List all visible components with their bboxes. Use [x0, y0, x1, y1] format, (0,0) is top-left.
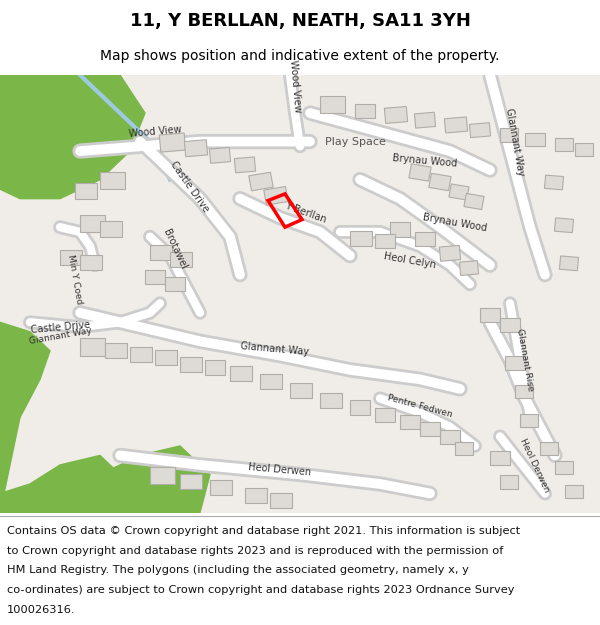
Bar: [264, 186, 288, 205]
Bar: [100, 221, 122, 237]
Bar: [270, 492, 292, 508]
Bar: [80, 255, 102, 270]
Polygon shape: [50, 446, 210, 512]
Bar: [415, 112, 436, 128]
Bar: [525, 133, 545, 146]
Text: Brotawel: Brotawel: [161, 228, 188, 271]
Text: Play Space: Play Space: [325, 137, 385, 147]
Text: Map shows position and indicative extent of the property.: Map shows position and indicative extent…: [100, 49, 500, 63]
Bar: [464, 194, 484, 209]
Bar: [544, 175, 563, 190]
Bar: [409, 164, 431, 181]
Bar: [350, 400, 370, 414]
Bar: [445, 117, 467, 133]
Bar: [320, 392, 342, 408]
Bar: [170, 252, 192, 267]
Text: to Crown copyright and database rights 2023 and is reproduced with the permissio: to Crown copyright and database rights 2…: [7, 546, 503, 556]
Bar: [555, 138, 573, 151]
Bar: [150, 467, 175, 484]
Bar: [230, 366, 252, 381]
Bar: [375, 234, 395, 248]
Bar: [245, 488, 267, 503]
Bar: [460, 261, 479, 276]
Bar: [575, 142, 593, 156]
Bar: [429, 173, 451, 191]
Bar: [554, 218, 574, 232]
Bar: [180, 474, 202, 489]
Text: Contains OS data © Crown copyright and database right 2021. This information is : Contains OS data © Crown copyright and d…: [7, 526, 520, 536]
Polygon shape: [0, 322, 50, 512]
Text: Heol Derwen: Heol Derwen: [248, 462, 312, 478]
Bar: [105, 343, 127, 358]
Bar: [184, 140, 208, 157]
Text: co-ordinates) are subject to Crown copyright and database rights 2023 Ordnance S: co-ordinates) are subject to Crown copyr…: [7, 585, 515, 595]
Text: HM Land Registry. The polygons (including the associated geometry, namely x, y: HM Land Registry. The polygons (includin…: [7, 566, 469, 576]
Bar: [165, 277, 185, 291]
Text: Giannant Way: Giannant Way: [28, 327, 92, 346]
Text: 11, Y BERLLAN, NEATH, SA11 3YH: 11, Y BERLLAN, NEATH, SA11 3YH: [130, 12, 470, 30]
Bar: [210, 480, 232, 496]
Polygon shape: [0, 456, 130, 512]
Text: Heol Derwen: Heol Derwen: [518, 437, 551, 493]
Bar: [505, 356, 525, 370]
Bar: [500, 128, 518, 142]
Bar: [390, 222, 410, 237]
Bar: [150, 245, 172, 261]
Bar: [209, 148, 230, 163]
Text: Wood View: Wood View: [128, 125, 182, 139]
Bar: [500, 318, 520, 332]
Polygon shape: [0, 75, 145, 199]
Text: Glannant Way: Glannant Way: [504, 107, 526, 176]
Bar: [205, 361, 225, 374]
Bar: [355, 104, 375, 118]
Bar: [480, 308, 500, 322]
Text: Glannant Rise: Glannant Rise: [515, 328, 535, 392]
Bar: [455, 442, 473, 456]
Text: Glannant Way: Glannant Way: [241, 341, 310, 357]
Text: Brynau Wood: Brynau Wood: [392, 152, 458, 168]
Bar: [415, 232, 435, 246]
Bar: [555, 461, 573, 474]
Bar: [540, 442, 558, 456]
Bar: [80, 215, 105, 232]
Bar: [320, 96, 345, 113]
Text: Castle Drive: Castle Drive: [30, 319, 90, 334]
Bar: [400, 414, 420, 429]
Text: Brynau Wood: Brynau Wood: [422, 212, 488, 233]
Bar: [260, 374, 282, 389]
Bar: [515, 385, 533, 398]
Text: Pentre Fedwen: Pentre Fedwen: [386, 393, 454, 419]
Bar: [440, 430, 460, 444]
Bar: [180, 356, 202, 372]
Text: Castle Drive: Castle Drive: [169, 160, 211, 214]
Bar: [449, 184, 469, 200]
Bar: [249, 173, 273, 191]
Bar: [235, 157, 256, 173]
Bar: [100, 172, 125, 189]
Text: Heol Celyn: Heol Celyn: [383, 251, 437, 270]
Bar: [290, 383, 312, 398]
Bar: [80, 339, 105, 356]
Bar: [565, 485, 583, 498]
Text: Y Berllan: Y Berllan: [283, 201, 327, 225]
Bar: [145, 270, 165, 284]
Bar: [500, 476, 518, 489]
Bar: [559, 256, 578, 271]
Bar: [385, 106, 407, 123]
Bar: [75, 183, 97, 199]
Bar: [520, 414, 538, 427]
Bar: [375, 408, 395, 422]
Bar: [60, 250, 82, 265]
Text: 100026316.: 100026316.: [7, 605, 76, 615]
Bar: [490, 451, 510, 465]
Bar: [155, 350, 177, 365]
Text: Min Y Coed: Min Y Coed: [66, 254, 84, 305]
Bar: [420, 422, 440, 436]
Bar: [439, 246, 461, 261]
Bar: [469, 122, 491, 138]
Bar: [130, 347, 152, 362]
Bar: [159, 133, 186, 152]
Bar: [350, 231, 372, 246]
Text: Wood View: Wood View: [288, 59, 302, 113]
